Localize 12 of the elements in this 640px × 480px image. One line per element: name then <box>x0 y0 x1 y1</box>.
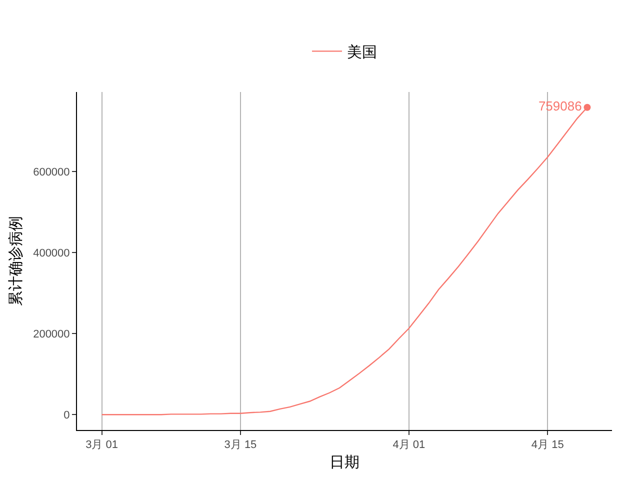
y-tick-label: 400000 <box>33 248 70 260</box>
x-tick-label: 4月 15 <box>531 439 564 452</box>
x-tick-label: 4月 01 <box>392 439 426 452</box>
y-tick-label: 0 <box>64 409 70 422</box>
y-axis-title: 累计确诊病例 <box>7 216 24 306</box>
y-tick-label: 600000 <box>33 166 70 179</box>
y-tick-label: 200000 <box>33 328 70 341</box>
x-tick-label: 3月 01 <box>86 439 118 452</box>
x-axis-title: 日期 <box>330 454 360 472</box>
x-tick-label: 3月 15 <box>224 439 257 452</box>
legend-label: 美国 <box>347 44 377 62</box>
data-label: 759086 <box>538 98 582 114</box>
